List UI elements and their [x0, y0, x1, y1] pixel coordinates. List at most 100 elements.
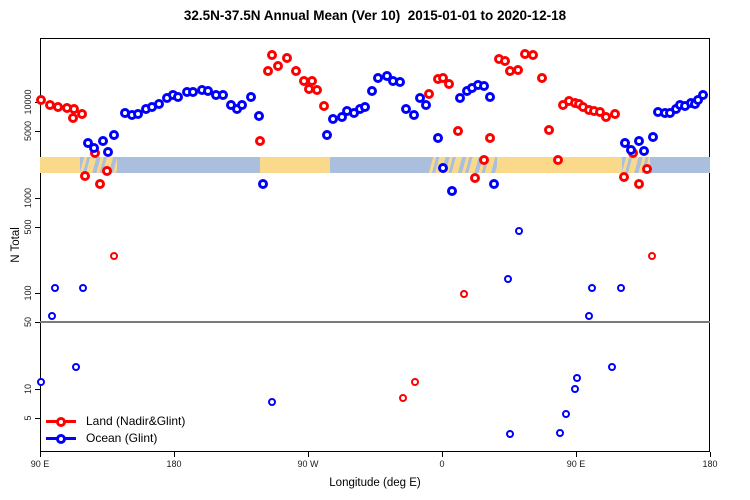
- data-point-land: [633, 178, 644, 189]
- data-point-ocean: [322, 130, 333, 141]
- x-tick-label: 90 E: [30, 459, 50, 469]
- data-point-land: [423, 88, 434, 99]
- data-point-ocean: [359, 101, 370, 112]
- data-point-ocean: [626, 145, 637, 155]
- data-point-ocean: [438, 162, 449, 173]
- reference-line-50: [40, 321, 710, 324]
- data-point-ocean: [408, 110, 419, 121]
- data-point-land: [460, 290, 469, 299]
- data-point-land: [642, 163, 653, 174]
- data-point-ocean: [37, 377, 46, 386]
- data-point-ocean: [47, 312, 56, 321]
- y-tick: [35, 417, 40, 419]
- x-tick-label: 180: [702, 459, 718, 469]
- data-point-ocean: [218, 90, 229, 101]
- data-point-land: [79, 170, 90, 181]
- data-point-land: [52, 101, 63, 112]
- data-point-ocean: [88, 143, 99, 154]
- data-point-land: [536, 73, 547, 84]
- land-marker-icon: [46, 416, 76, 427]
- y-tick-label: 5: [23, 415, 33, 421]
- data-point-ocean: [246, 91, 257, 102]
- data-point-land: [499, 56, 510, 67]
- y-tick: [35, 389, 40, 391]
- band-segment-ocean: [650, 157, 710, 173]
- data-point-land: [76, 108, 87, 119]
- data-point-ocean: [401, 103, 412, 114]
- legend-label-ocean: Ocean (Glint): [86, 431, 158, 445]
- data-point-ocean: [588, 283, 597, 292]
- data-point-ocean: [555, 428, 564, 437]
- data-point-ocean: [633, 136, 644, 147]
- data-point-land: [94, 178, 105, 189]
- data-point-ocean: [50, 283, 59, 292]
- data-point-ocean: [454, 93, 465, 104]
- data-point-land: [600, 112, 611, 123]
- legend-item-land: Land (Nadir&Glint): [46, 413, 185, 430]
- y-tick-label: 5000: [23, 120, 33, 141]
- x-tick: [40, 452, 41, 457]
- data-point-ocean: [133, 108, 144, 119]
- data-point-land: [469, 173, 480, 184]
- data-point-land: [311, 84, 322, 95]
- data-point-land: [262, 66, 273, 77]
- data-point-land: [307, 76, 318, 87]
- data-point-land: [444, 78, 455, 89]
- plot-area: [40, 38, 710, 452]
- data-point-ocean: [503, 275, 512, 284]
- data-point-ocean: [109, 130, 120, 141]
- data-point-land: [282, 52, 293, 63]
- data-point-ocean: [237, 100, 248, 111]
- data-point-ocean: [395, 76, 406, 87]
- legend-item-ocean: Ocean (Glint): [46, 430, 185, 447]
- band-segment-land: [40, 157, 81, 173]
- x-tick: [308, 452, 309, 457]
- x-tick: [576, 452, 577, 457]
- legend: Land (Nadir&Glint) Ocean (Glint): [46, 413, 185, 447]
- data-point-land: [609, 108, 620, 119]
- data-point-ocean: [71, 363, 80, 372]
- data-point-land: [594, 106, 605, 117]
- y-tick: [35, 226, 40, 228]
- data-point-ocean: [570, 385, 579, 394]
- data-point-ocean: [484, 92, 495, 103]
- data-point-land: [553, 154, 564, 165]
- data-point-land: [110, 252, 119, 261]
- data-point-land: [647, 252, 656, 261]
- data-point-land: [273, 60, 284, 71]
- data-point-ocean: [414, 93, 425, 104]
- data-point-ocean: [97, 136, 108, 147]
- data-point-ocean: [258, 178, 269, 189]
- y-tick-label: 1000: [23, 187, 33, 208]
- data-point-land: [255, 136, 266, 147]
- data-point-ocean: [616, 283, 625, 292]
- x-axis-title: Longitude (deg E): [329, 477, 421, 489]
- data-point-land: [411, 377, 420, 386]
- data-point-ocean: [173, 91, 184, 102]
- band-segment-ocean: [330, 157, 429, 173]
- y-tick: [35, 130, 40, 132]
- y-axis-title: N Total: [10, 227, 22, 263]
- data-point-ocean: [328, 114, 339, 125]
- data-point-land: [527, 49, 538, 60]
- data-point-land: [319, 100, 330, 111]
- x-tick-label: 90 E: [566, 459, 586, 469]
- y-tick-label: 10000: [23, 89, 33, 115]
- data-point-land: [438, 73, 449, 84]
- y-tick: [35, 197, 40, 199]
- data-point-ocean: [489, 178, 500, 189]
- data-point-ocean: [103, 147, 114, 158]
- legend-label-land: Land (Nadir&Glint): [86, 414, 186, 428]
- band-segment-ocean: [117, 157, 261, 173]
- data-point-ocean: [585, 312, 594, 321]
- data-point-land: [69, 103, 80, 114]
- ocean-marker-icon: [46, 433, 76, 444]
- data-point-ocean: [367, 86, 378, 97]
- data-point-ocean: [639, 145, 650, 156]
- band-segment-land: [260, 157, 331, 173]
- data-point-land: [36, 94, 47, 105]
- data-point-land: [267, 49, 278, 60]
- y-tick-label: 500: [23, 218, 33, 235]
- data-point-ocean: [188, 87, 199, 98]
- data-point-land: [399, 394, 408, 403]
